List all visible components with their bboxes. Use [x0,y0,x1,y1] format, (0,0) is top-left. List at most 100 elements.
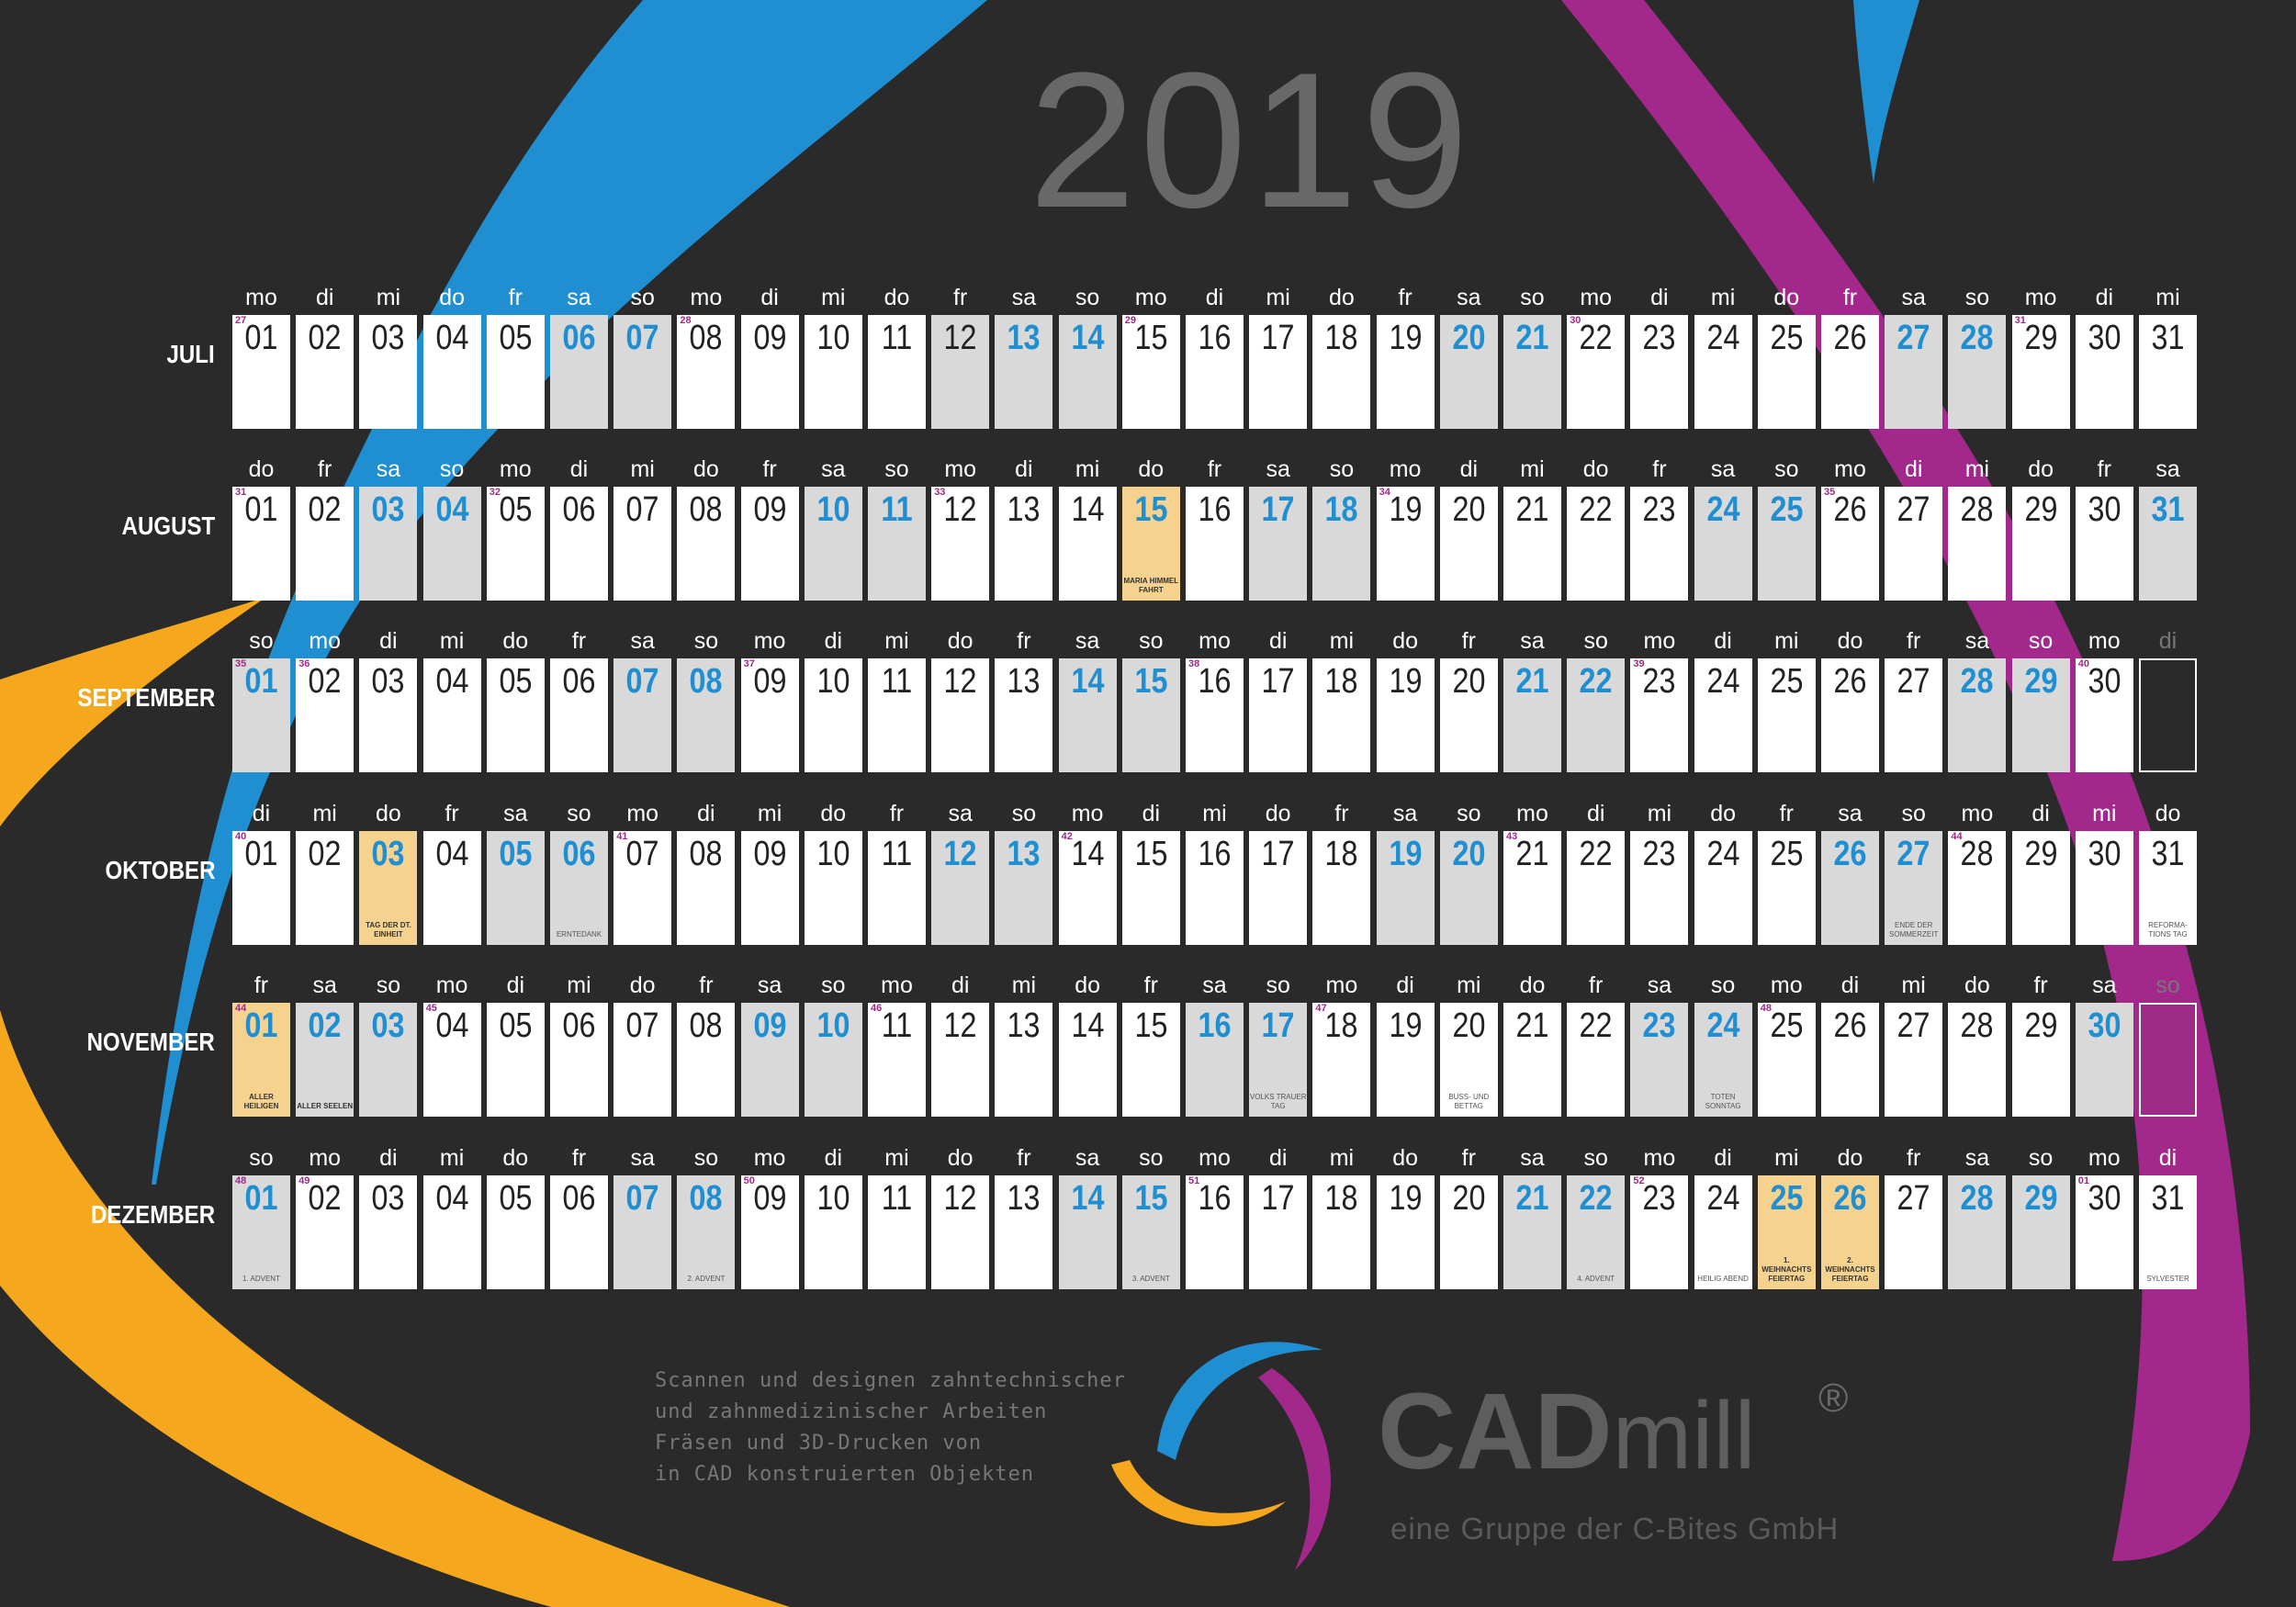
day-cell: 27 [1885,1175,1943,1289]
tagline: Scannen und designen zahntechnischer und… [655,1365,1126,1490]
registered-mark: ® [1818,1376,1849,1421]
day-cell: 42 14 [1058,831,1117,945]
weekday-label: di [1904,456,1923,482]
day-number: 31 [2151,319,2185,357]
weekday-label: mo [2088,628,2121,654]
weekday-label: so [439,456,465,482]
day-number: 20 [1452,1179,1486,1218]
day-number: 07 [625,662,659,701]
day-cell: 25 [1757,831,1816,945]
weekday-label: so [1139,628,1164,654]
day-number: 30 [2088,835,2122,873]
day-number: 18 [1324,1179,1358,1218]
weekday-label: mo [881,972,913,998]
weekday-label: mo [309,628,342,654]
weekday-label: mi [1774,1145,1799,1171]
week-number: 47 [1315,1003,1327,1014]
weekday-label: di [2158,1145,2178,1171]
day-number: 30 [2088,490,2122,529]
day-cell: 27 01 [232,315,290,429]
weekday-label: do [439,285,465,310]
weekday-label: fr [571,628,587,654]
day-cell: 33 12 [931,487,990,601]
day-number: 23 [1642,319,1676,357]
day-number: 28 [1960,1179,1994,1218]
day-cell: 20 [1439,487,1498,601]
day-cell: 48 25 [1757,1003,1816,1117]
day-number: 06 [562,835,596,873]
day-cell: 03 [359,1175,418,1289]
day-number: 11 [881,1006,913,1045]
day-cell: 07 [613,1003,672,1117]
day-number: 06 [562,1006,596,1045]
day-cell: 14 [1058,658,1117,772]
weekday-label: mo [499,456,532,482]
day-number: 17 [1261,490,1295,529]
month-row: JULI mo di mi do fr sa so mo di mi do fr sa so mo di mi do… [0,285,2296,429]
week-number: 44 [235,1003,247,1014]
event-note: 4. ADVENT [1577,1275,1615,1283]
day-number: 28 [1960,835,1994,873]
weekday-label: di [824,1145,843,1171]
brand-light: mill [1612,1383,1756,1489]
day-number: 02 [308,1179,342,1218]
weekday-label: mi [1520,456,1545,482]
day-cell: 31 29 [2011,315,2070,429]
weekday-label: sa [1075,1145,1100,1171]
day-number: 13 [1007,1006,1041,1045]
weekday-label: sa [1647,972,1672,998]
day-cell: 05 [486,1175,545,1289]
day-cell: 02 [296,315,355,429]
weekday-label: sa [1901,285,1926,310]
day-number: 20 [1452,1006,1486,1045]
day-number: 14 [1071,835,1105,873]
day-cell: 24 [1694,487,1752,601]
cadmill-logo-icon [1111,1342,1331,1570]
day-number: 09 [753,1006,787,1045]
day-number: 10 [816,1179,850,1218]
day-cell: 02 [296,831,355,945]
weekday-label: sa [757,972,782,998]
day-number: 01 [244,1006,278,1045]
weekday-label: mi [1457,972,1481,998]
weekday-label: do [1138,456,1165,482]
day-number: 30 [2088,319,2122,357]
day-cell: 31 SYLVESTER [2139,1175,2197,1289]
month-name: DEZEMBER [90,1200,215,1229]
day-number: 27 [1896,1179,1930,1218]
day-cell: 14 [1058,1175,1117,1289]
week-number: 50 [743,1175,755,1186]
day-number: 24 [1706,835,1740,873]
weekday-label: mo [1580,285,1613,310]
day-number: 04 [435,835,469,873]
day-number: 13 [1007,1179,1041,1218]
day-number: 03 [371,319,405,357]
day-cell: 29 [2011,1175,2070,1289]
day-number: 21 [1515,835,1549,873]
day-cell: 24 TOTEN SONNTAG [1694,1003,1752,1117]
weekday-label: fr [1907,628,1921,654]
day-cell: 07 [613,658,672,772]
day-cell: 35 26 [1821,487,1879,601]
day-cell: 35 01 [232,658,290,772]
month-row: AUGUST do fr sa so mo di mi do fr sa so mo di mi do fr sa… [0,456,2296,601]
day-cell: 36 02 [296,658,355,772]
weekday-label: mi [1266,285,1290,310]
event-note: 2. ADVENT [687,1275,726,1283]
day-cell: 30 [2075,1003,2133,1117]
day-cell: 18 [1312,315,1371,429]
weekday-label: mi [1774,628,1799,654]
day-number: 07 [625,835,659,873]
weekday-label: mi [1075,456,1100,482]
day-cell: 08 [677,487,736,601]
weekday-label: so [1266,972,1290,998]
day-cell: 21 [1503,1175,1561,1289]
event-note: 3. ADVENT [1131,1275,1170,1283]
day-cell: 07 [613,1175,672,1289]
day-number: 18 [1324,319,1358,357]
day-cell: 27 ENDE DER SOMMERZEIT [1885,831,1943,945]
day-number: 15 [1134,662,1168,701]
day-number: 22 [1579,319,1613,357]
day-cell: 18 [1312,831,1371,945]
day-cell: 37 09 [740,658,799,772]
